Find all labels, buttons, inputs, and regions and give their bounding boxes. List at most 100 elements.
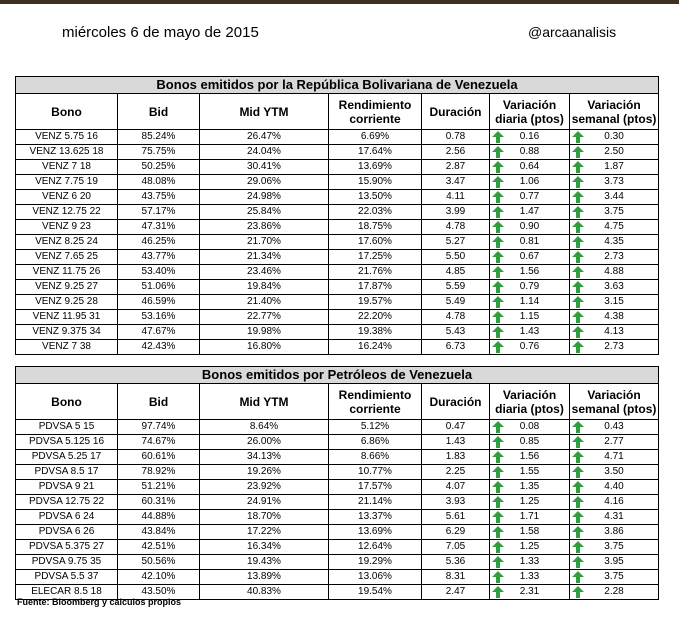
up-arrow-icon	[572, 436, 584, 448]
cell-value: 53.40%	[141, 266, 176, 277]
up-arrow-icon	[572, 131, 584, 143]
cell-value: 60.31%	[141, 496, 176, 507]
mid-ytm-cell: 19.26%	[199, 464, 329, 480]
duracion-cell: 5.50	[421, 249, 490, 265]
cell-value: 5.49	[445, 296, 466, 307]
bond-name: VENZ 7 38	[15, 339, 118, 355]
variacion-semanal-cell: 3.75	[568, 539, 660, 555]
up-arrow-icon	[492, 341, 504, 353]
cell-value: 34.13%	[247, 451, 281, 462]
cell-value: 44.88%	[141, 511, 176, 522]
duracion-cell: 3.47	[421, 174, 490, 190]
bond-name: VENZ 7.65 25	[15, 249, 118, 265]
cell-value: 13.50%	[358, 191, 392, 202]
rendimiento-cell: 16.24%	[328, 339, 422, 355]
cell-value: 17.64%	[358, 146, 392, 157]
bond-name: PDVSA 5.125 16	[15, 434, 118, 450]
bid-cell: 44.88%	[117, 509, 200, 525]
up-arrow-icon	[492, 161, 504, 173]
table-row: PDVSA 5.125 16 74.67% 26.00% 6.86% 1.43 0.85 2…	[15, 434, 660, 450]
bid-cell: 50.25%	[117, 159, 200, 175]
cell-value: 24.91%	[247, 496, 281, 507]
up-arrow-icon	[572, 266, 584, 278]
mid-ytm-cell: 34.13%	[199, 449, 329, 465]
rendimiento-cell: 6.86%	[328, 434, 422, 450]
bond-name: PDVSA 12.75 22	[15, 494, 118, 510]
duracion-cell: 2.47	[421, 584, 490, 600]
cell-value: 0.79	[519, 281, 540, 292]
duracion-cell: 5.36	[421, 554, 490, 570]
rendimiento-cell: 8.66%	[328, 449, 422, 465]
rendimiento-cell: 13.69%	[328, 159, 422, 175]
mid-ytm-cell: 30.41%	[199, 159, 329, 175]
cell-value: 17.25%	[358, 251, 392, 262]
cell-value: 21.70%	[247, 236, 281, 247]
table-row: VENZ 6 20 43.75% 24.98% 13.50% 4.11 0.77 3.44	[15, 189, 660, 205]
variacion-diaria-cell: 1.14	[489, 294, 570, 310]
variacion-diaria-cell: 1.43	[489, 324, 570, 340]
cell-value: 46.59%	[141, 296, 176, 307]
cell-value: 51.21%	[141, 481, 176, 492]
variacion-semanal-cell: 1.87	[568, 159, 660, 175]
variacion-semanal-cell: 2.50	[568, 144, 660, 160]
bond-name: VENZ 7 18	[15, 159, 118, 175]
bid-cell: 47.67%	[117, 324, 200, 340]
cell-value: 4.88	[604, 266, 624, 277]
cell-value: 5.12%	[360, 421, 390, 432]
cell-value: 16.24%	[358, 341, 392, 352]
mid-ytm-cell: 22.77%	[199, 309, 329, 325]
cell-value: 1.58	[519, 526, 540, 537]
cell-value: 19.57%	[358, 296, 392, 307]
up-arrow-icon	[572, 496, 584, 508]
variacion-diaria-cell: 1.06	[489, 174, 570, 190]
cell-value: 1.06	[519, 176, 540, 187]
bid-cell: 51.21%	[117, 479, 200, 495]
cell-value: VENZ 9.25 28	[35, 296, 98, 307]
cell-value: 1.33	[519, 556, 540, 567]
table-row: PDVSA 5 15 97.74% 8.64% 5.12% 0.47 0.08 0.43	[15, 419, 660, 435]
cell-value: 4.07	[445, 481, 466, 492]
table-row: PDVSA 5.375 27 42.51% 16.34% 12.64% 7.05 1.25…	[15, 539, 660, 555]
variacion-diaria-cell: 0.76	[489, 339, 570, 355]
bond-name: PDVSA 9.75 35	[15, 554, 118, 570]
col-header-bid: Bid	[117, 93, 200, 130]
up-arrow-icon	[572, 451, 584, 463]
cell-value: 18.75%	[358, 221, 392, 232]
cell-value: 3.73	[604, 176, 624, 187]
variacion-semanal-cell: 3.44	[568, 189, 660, 205]
table-row: PDVSA 6 26 43.84% 17.22% 13.69% 6.29 1.58 3.86	[15, 524, 660, 540]
cell-value: VENZ 7.65 25	[35, 251, 98, 262]
up-arrow-icon	[492, 451, 504, 463]
cell-value: 1.43	[445, 436, 466, 447]
cell-value: 17.22%	[247, 526, 281, 537]
up-arrow-icon	[492, 296, 504, 308]
up-arrow-icon	[572, 481, 584, 493]
rendimiento-cell: 19.57%	[328, 294, 422, 310]
cell-value: 0.30	[604, 131, 624, 142]
mid-ytm-cell: 24.04%	[199, 144, 329, 160]
bid-cell: 48.08%	[117, 174, 200, 190]
variacion-diaria-cell: 0.77	[489, 189, 570, 205]
cell-value: 43.50%	[141, 586, 176, 597]
duracion-cell: 4.11	[421, 189, 490, 205]
bid-cell: 53.16%	[117, 309, 200, 325]
col-header-bid: Bid	[117, 383, 200, 420]
bond-name: PDVSA 6 26	[15, 524, 118, 540]
up-arrow-icon	[492, 466, 504, 478]
cell-value: 2.28	[604, 586, 624, 597]
bond-name: PDVSA 8.5 17	[15, 464, 118, 480]
cell-value: 1.55	[519, 466, 540, 477]
up-arrow-icon	[492, 481, 504, 493]
cell-value: 24.98%	[247, 191, 281, 202]
mid-ytm-cell: 19.84%	[199, 279, 329, 295]
cell-value: 0.88	[519, 146, 540, 157]
cell-value: 4.35	[604, 236, 624, 247]
cell-value: 1.71	[519, 511, 540, 522]
cell-value: 19.26%	[247, 466, 281, 477]
mid-ytm-cell: 16.34%	[199, 539, 329, 555]
cell-value: 43.75%	[141, 191, 176, 202]
table-row: VENZ 7 38 42.43% 16.80% 16.24% 6.73 0.76 2.73	[15, 339, 660, 355]
duracion-cell: 4.07	[421, 479, 490, 495]
duracion-cell: 4.85	[421, 264, 490, 280]
bid-cell: 57.17%	[117, 204, 200, 220]
